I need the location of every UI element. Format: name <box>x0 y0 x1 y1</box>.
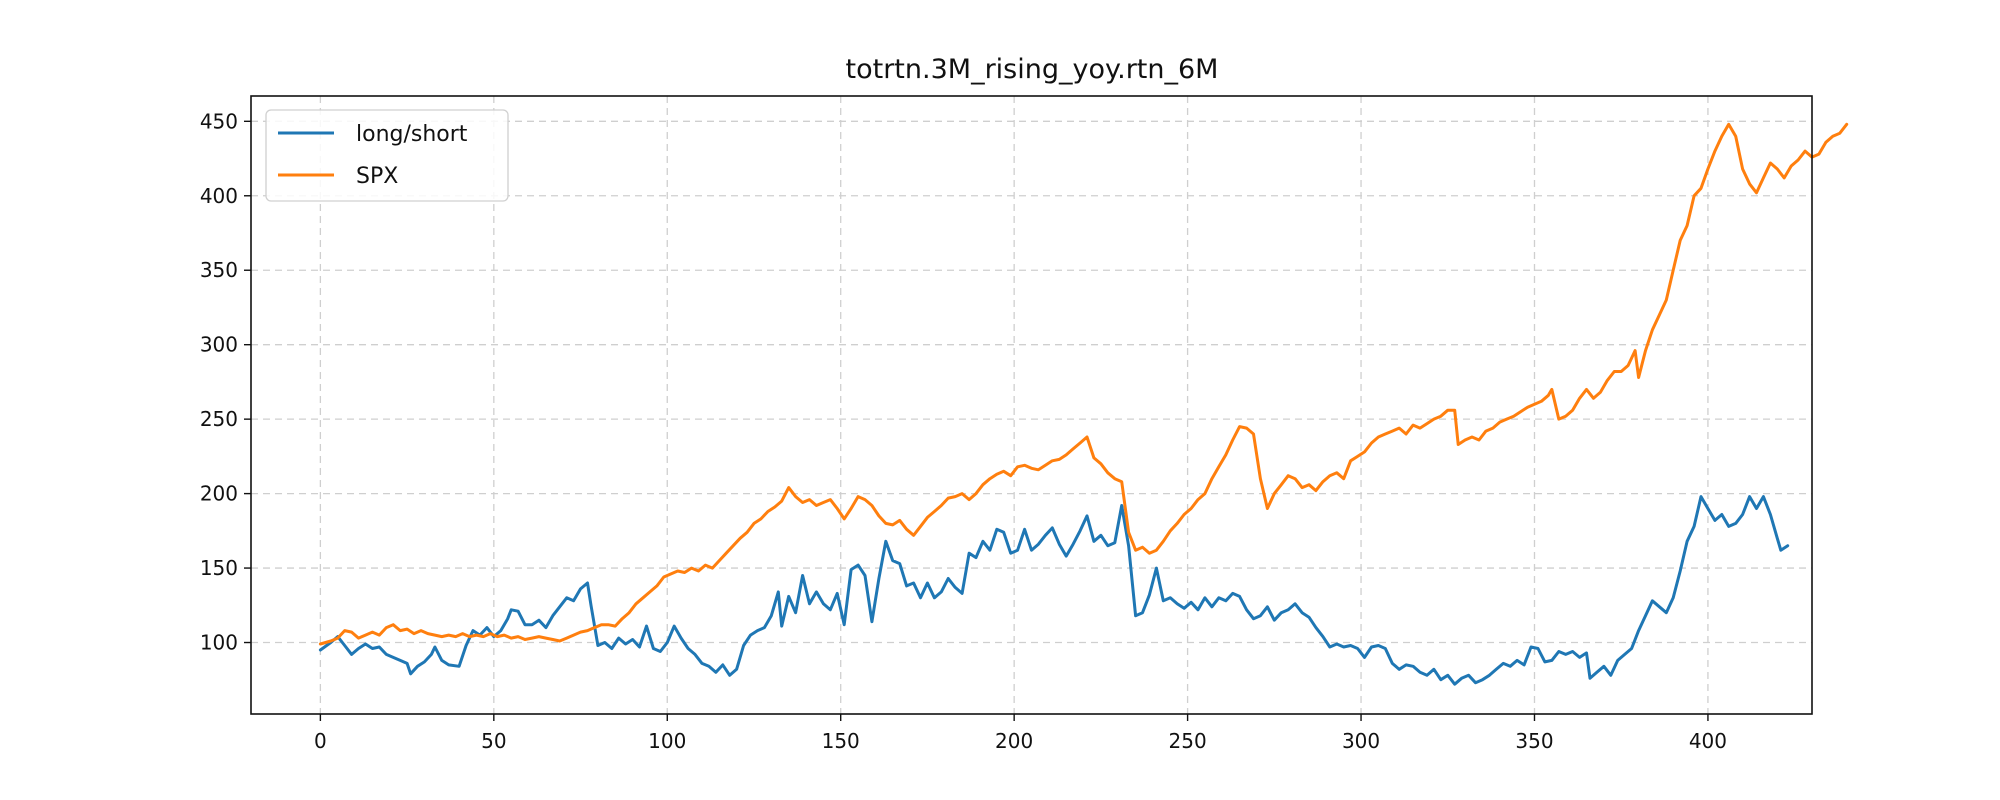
x-tick-label: 100 <box>648 729 686 753</box>
series-line-long-short <box>318 495 1790 686</box>
y-tick-label: 150 <box>200 556 238 580</box>
series-line-spx <box>318 122 1849 646</box>
y-tick-label: 400 <box>200 184 238 208</box>
y-tick-label: 350 <box>200 258 238 282</box>
x-tick-label: 250 <box>1169 729 1207 753</box>
legend-label-spx: SPX <box>356 164 398 189</box>
x-tick-label: 350 <box>1515 729 1553 753</box>
axes-frame <box>250 95 1813 715</box>
x-tick-label: 200 <box>995 729 1033 753</box>
y-tick-label: 200 <box>200 482 238 506</box>
x-tick-label: 0 <box>314 729 327 753</box>
x-tick-label: 300 <box>1342 729 1380 753</box>
y-tick-label: 250 <box>200 407 238 431</box>
y-tick-label: 300 <box>200 333 238 357</box>
plot-area <box>318 122 1849 686</box>
chart-title: totrtn.3M_rising_yoy.rtn_6M <box>846 54 1219 85</box>
x-tick-label: 50 <box>481 729 506 753</box>
grid <box>251 96 1812 714</box>
y-tick-label: 450 <box>200 109 238 133</box>
x-tick-label: 150 <box>822 729 860 753</box>
legend: long/short SPX <box>265 109 509 202</box>
axis-ticks: 0 50 100 150 200 250 300 350 400 100 150 200 250 300 3… <box>200 109 1727 753</box>
y-tick-label: 100 <box>200 631 238 655</box>
x-tick-label: 400 <box>1689 729 1727 753</box>
legend-label-long-short: long/short <box>356 122 468 147</box>
